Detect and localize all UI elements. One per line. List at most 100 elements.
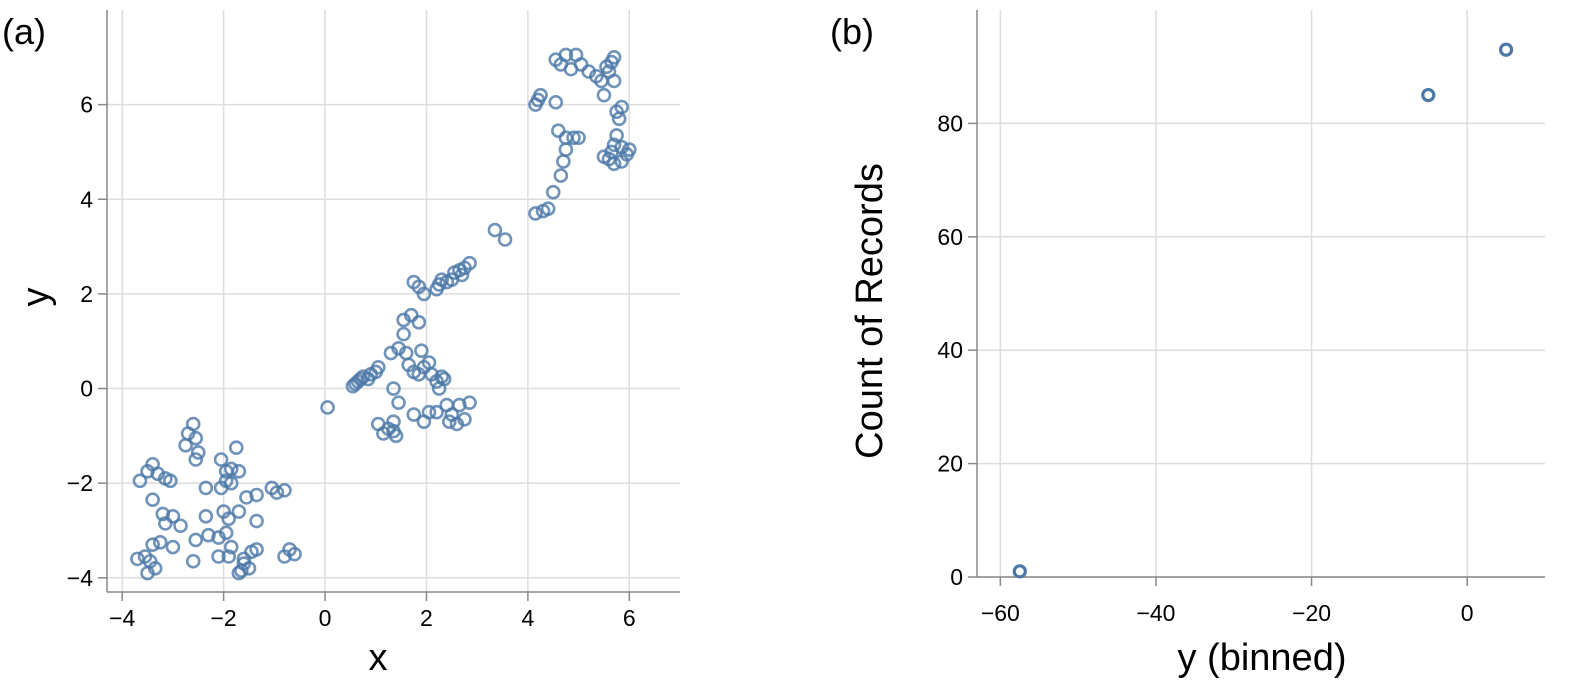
data-point	[223, 475, 239, 491]
y-tick-label: 4	[80, 186, 93, 212]
data-point	[621, 142, 637, 157]
data-point	[609, 128, 624, 143]
data-point	[558, 47, 574, 63]
y-tick-label: 0	[80, 376, 93, 402]
data-point	[152, 535, 168, 550]
data-point	[614, 99, 629, 115]
data-point	[1421, 87, 1436, 103]
data-point	[396, 326, 411, 342]
data-point	[414, 343, 429, 358]
x-tick-label: 0	[319, 605, 332, 631]
data-point	[163, 473, 178, 489]
data-point	[553, 168, 569, 183]
y-axis-title-b: Count of Records	[849, 163, 891, 459]
data-point	[566, 130, 581, 146]
data-point	[388, 428, 404, 444]
data-point	[606, 73, 622, 89]
chart-panel-b: (b) −60 −40 −20 0 0 20 40 60 80 y (binned) Count…	[830, 10, 1545, 679]
data-point	[231, 464, 247, 479]
y-tick-label: 0	[950, 564, 963, 590]
data-point	[497, 232, 513, 247]
data-point	[556, 154, 571, 169]
data-point	[406, 407, 422, 422]
data-point	[188, 430, 204, 446]
grid-b	[977, 10, 1545, 578]
data-point	[1012, 564, 1027, 579]
x-tick-label: −20	[1292, 600, 1331, 626]
chart-panel-a: (a) −4 −2 0 2 4 6 −4 −2 0 2 4 6 x y	[2, 10, 680, 679]
y-tick-label: 6	[80, 92, 93, 118]
data-point	[386, 381, 401, 396]
data-point	[249, 513, 264, 529]
data-point	[533, 87, 548, 103]
data-point	[571, 130, 586, 146]
data-point	[462, 255, 477, 271]
data-point	[236, 551, 252, 567]
data-point	[441, 414, 457, 429]
data-point	[551, 123, 566, 138]
points-b	[1012, 42, 1514, 579]
data-point	[231, 565, 247, 581]
y-tick-label: 60	[937, 224, 963, 250]
data-point	[558, 142, 574, 157]
data-point	[287, 546, 302, 562]
axes-b: −60 −40 −20 0 0 20 40 60 80	[937, 10, 1545, 626]
data-point	[545, 184, 561, 200]
data-point	[211, 549, 226, 564]
data-point	[462, 395, 477, 411]
data-point	[223, 539, 239, 555]
panel-label-a: (a)	[2, 11, 46, 52]
data-point	[221, 549, 236, 564]
data-point	[391, 395, 406, 411]
data-point	[596, 87, 612, 103]
data-point	[145, 492, 160, 508]
x-axis-title-b: y (binned)	[1178, 637, 1347, 679]
data-point	[223, 461, 239, 477]
x-tick-label: −4	[109, 605, 135, 631]
data-point	[218, 525, 234, 541]
data-point	[1498, 42, 1514, 57]
x-tick-label: 4	[521, 605, 534, 631]
data-point	[198, 508, 214, 524]
data-point	[386, 414, 401, 429]
data-point	[596, 149, 612, 164]
data-point	[540, 201, 556, 217]
data-point	[548, 94, 564, 110]
x-tick-label: 6	[623, 605, 636, 631]
y-tick-label: 40	[937, 337, 963, 363]
data-point	[606, 156, 622, 172]
y-tick-label: 2	[80, 281, 93, 307]
y-tick-label: 20	[937, 451, 963, 477]
data-point	[277, 482, 292, 498]
data-point	[190, 445, 206, 460]
data-point	[229, 440, 244, 455]
data-point	[320, 400, 335, 415]
y-tick-label: 80	[937, 110, 963, 136]
data-point	[213, 452, 229, 467]
data-point	[185, 553, 201, 569]
x-tick-label: −40	[1136, 600, 1175, 626]
grid-a	[107, 10, 680, 592]
data-point	[269, 485, 285, 500]
data-point	[140, 565, 155, 581]
data-point	[573, 57, 589, 72]
data-point	[130, 551, 145, 567]
x-tick-label: −2	[211, 605, 237, 631]
data-point	[249, 487, 264, 503]
data-point	[421, 404, 437, 420]
data-point	[165, 539, 181, 555]
data-point	[198, 480, 214, 496]
axes-a: −4 −2 0 2 4 6 −4 −2 0 2 4 6	[67, 10, 680, 631]
y-tick-label: −4	[67, 565, 93, 591]
data-point	[429, 404, 444, 420]
data-point	[411, 314, 427, 330]
data-point	[132, 473, 148, 489]
x-tick-label: −60	[981, 600, 1020, 626]
y-axis-title-a: y	[15, 288, 57, 307]
data-point	[454, 267, 470, 283]
data-point	[178, 438, 193, 453]
points-a	[130, 47, 637, 581]
data-point	[145, 537, 160, 552]
x-tick-label: 0	[1461, 600, 1474, 626]
data-point	[173, 518, 188, 534]
